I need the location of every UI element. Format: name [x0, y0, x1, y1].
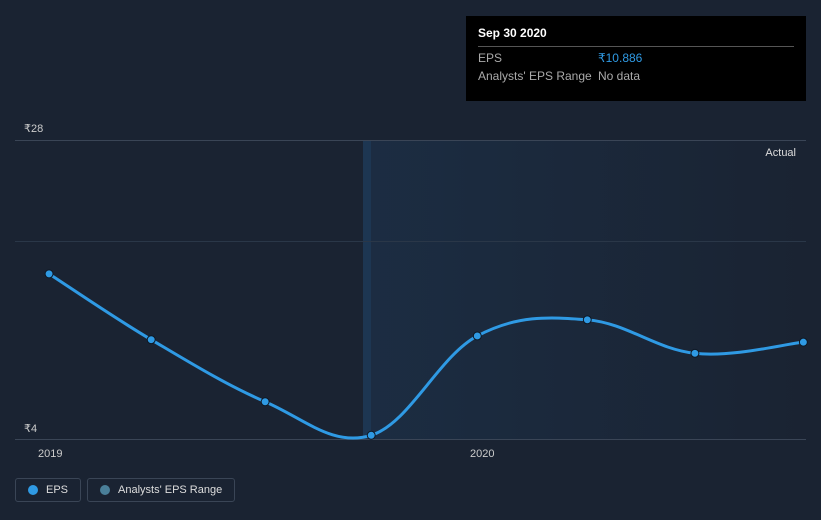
tooltip-value: ₹10.886: [598, 51, 642, 65]
data-point-marker[interactable]: [261, 398, 269, 406]
data-point-marker[interactable]: [367, 431, 375, 439]
chart-svg: [15, 141, 806, 439]
tooltip-row-range: Analysts' EPS Range No data: [478, 65, 794, 83]
data-point-marker[interactable]: [45, 270, 53, 278]
chart-container: Sep 30 2020 EPS ₹10.886 Analysts' EPS Ra…: [0, 0, 821, 520]
hover-tooltip: Sep 30 2020 EPS ₹10.886 Analysts' EPS Ra…: [466, 16, 806, 101]
data-point-marker[interactable]: [691, 349, 699, 357]
legend: EPS Analysts' EPS Range: [15, 478, 235, 502]
x-axis-tick-label: 2019: [38, 448, 62, 460]
legend-label: EPS: [46, 484, 68, 496]
chart-plot-area[interactable]: Actual: [15, 140, 806, 440]
legend-item-range[interactable]: Analysts' EPS Range: [87, 478, 235, 502]
tooltip-key: Analysts' EPS Range: [478, 69, 598, 83]
legend-swatch-icon: [28, 485, 38, 495]
tooltip-row-eps: EPS ₹10.886: [478, 47, 794, 65]
tooltip-title: Sep 30 2020: [478, 26, 794, 40]
x-axis-tick-label: 2020: [470, 448, 494, 460]
legend-item-eps[interactable]: EPS: [15, 478, 81, 502]
data-point-marker[interactable]: [473, 332, 481, 340]
legend-swatch-icon: [100, 485, 110, 495]
data-point-marker[interactable]: [583, 316, 591, 324]
data-point-marker[interactable]: [799, 338, 807, 346]
data-point-marker[interactable]: [147, 336, 155, 344]
y-axis-tick-label: ₹28: [24, 122, 43, 135]
tooltip-value: No data: [598, 69, 640, 83]
tooltip-key: EPS: [478, 51, 598, 65]
series-line: [49, 274, 803, 438]
legend-label: Analysts' EPS Range: [118, 484, 222, 496]
